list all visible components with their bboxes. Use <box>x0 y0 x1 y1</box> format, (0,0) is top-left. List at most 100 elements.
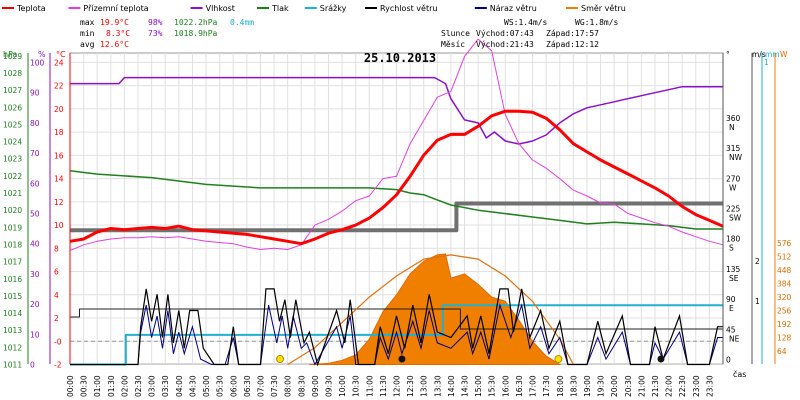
tick-label-hpa: 1024 <box>3 138 22 147</box>
tick-label-humidity: 90 <box>30 89 40 98</box>
tick-label-hpa: 1014 <box>3 309 22 318</box>
legend: Teplota Přízemní teplota Vlhkost Tlak Srážky… <box>2 4 626 13</box>
stat-min-pressure: 1018.9hPa <box>174 29 218 38</box>
tick-label-temperature: 2 <box>54 314 59 323</box>
tick-label-x: 18:30 <box>569 375 578 397</box>
tick-label-hpa: 1020 <box>3 206 22 215</box>
tick-label-x: 15:00 <box>474 375 483 397</box>
tick-label-hpa: 1022 <box>3 172 22 181</box>
tick-label-x: 08:00 <box>284 375 293 397</box>
tick-label-temperature: 18 <box>54 128 64 137</box>
tick-label-temperature: 6 <box>54 268 59 277</box>
tick-label-direction: 135 <box>726 265 741 274</box>
tick-label-hpa: 1012 <box>3 343 22 352</box>
tick-label-x: 22:30 <box>678 375 687 397</box>
tick-label-x: 04:00 <box>175 375 184 397</box>
legend-label: Přízemní teplota <box>83 4 148 13</box>
tick-label-solar: 256 <box>777 307 792 316</box>
tick-label-temperature: 16 <box>54 151 64 160</box>
tick-label-x: 13:30 <box>433 375 442 397</box>
tick-label-direction: 225 <box>726 205 741 214</box>
tick-label-x: 06:30 <box>243 375 252 397</box>
tick-label-x: 16:30 <box>515 375 524 397</box>
tick-label-temperature: -2 <box>54 361 62 370</box>
stat-avg-temp: 12.6°C <box>100 40 129 49</box>
stat-min-label: min <box>80 29 95 38</box>
tick-label-x: 00:30 <box>80 375 89 397</box>
tick-label-direction: 180 <box>726 235 741 244</box>
tick-label-hpa: 1019 <box>3 223 22 232</box>
tick-label-humidity: 100 <box>30 59 45 68</box>
axis-x-label: čas <box>733 369 746 379</box>
tick-label-x: 05:30 <box>216 375 225 397</box>
tick-label-x: 02:30 <box>134 375 143 397</box>
tick-label-x: 21:30 <box>651 375 660 397</box>
tick-label-x: 07:30 <box>270 375 279 397</box>
tick-label-hpa: 1026 <box>3 103 22 112</box>
sun-set: Západ:17:57 <box>546 29 599 38</box>
legend-label: Teplota <box>16 4 46 13</box>
tick-label-x: 09:30 <box>324 375 333 397</box>
tick-label-temperature: 10 <box>54 221 64 230</box>
tick-label-solar: 64 <box>777 347 787 356</box>
tick-label-x: 15:30 <box>488 375 497 397</box>
axis-direction-label: ° <box>726 50 730 59</box>
tick-label-temperature: 8 <box>54 244 59 253</box>
tick-label-humidity: 70 <box>30 149 40 158</box>
tick-label-solar: 512 <box>777 253 792 262</box>
tick-label-solar: 320 <box>777 293 792 302</box>
chart-title: 25.10.2013 <box>364 51 436 65</box>
series-ground-temperature <box>69 38 724 252</box>
tick-label-hpa: 1017 <box>3 258 22 267</box>
tick-label-x: 20:00 <box>610 375 619 397</box>
tick-label-hpa: 1029 <box>3 52 22 61</box>
tick-label-direction-compass: W <box>729 183 737 192</box>
tick-label-temperature: 24 <box>54 58 64 67</box>
info-panel: max 19.9°C 98% 1022.2hPa 0.4mm min 8.3°C 73% 101… <box>80 18 619 49</box>
moonrise-marker <box>657 355 665 363</box>
tick-label-x: 19:00 <box>583 375 592 397</box>
sunset-marker <box>554 355 563 363</box>
tick-label-x: 20:30 <box>624 375 633 397</box>
stat-max-pressure: 1022.2hPa <box>174 18 218 27</box>
tick-label-x: 12:30 <box>406 375 415 397</box>
tick-label-hpa: 1027 <box>3 86 22 95</box>
tick-label-hpa: 1021 <box>3 189 22 198</box>
tick-label-x: 14:00 <box>447 375 456 397</box>
tick-label-humidity: 40 <box>30 240 40 249</box>
tick-label-x: 01:00 <box>93 375 102 397</box>
tick-label-x: 10:30 <box>352 375 361 397</box>
axis-rain-label: mm <box>765 50 780 59</box>
stat-max-humidity: 98% <box>148 18 163 27</box>
sun-label: Slunce <box>441 29 470 38</box>
tick-label-x: 06:00 <box>229 375 238 397</box>
tick-label-x: 10:00 <box>338 375 347 397</box>
tick-label-direction: 270 <box>726 174 741 183</box>
legend-label: Náraz větru <box>490 4 537 13</box>
moonset-marker <box>398 355 406 363</box>
tick-label-temperature: -0 <box>54 337 62 346</box>
moon-label: Měsíc <box>441 40 465 49</box>
tick-label-x: 07:00 <box>256 375 265 397</box>
tick-label-direction: 315 <box>726 144 741 153</box>
tick-label-temperature: 14 <box>54 175 64 184</box>
tick-label-temperature: 12 <box>54 198 64 207</box>
tick-label-x: 11:30 <box>379 375 388 397</box>
tick-label-hpa: 1015 <box>3 292 22 301</box>
tick-label-hpa: 1016 <box>3 275 22 284</box>
tick-label-direction: 0 <box>726 356 731 365</box>
tick-label-wind: 2 <box>755 257 760 266</box>
axis-temperature-label: °C <box>56 50 66 59</box>
tick-label-humidity: 50 <box>30 210 40 219</box>
tick-label-x: 14:30 <box>461 375 470 397</box>
stat-min-temp: 8.3°C <box>106 29 130 38</box>
tick-label-x: 03:00 <box>148 375 157 397</box>
stat-min-humidity: 73% <box>148 29 163 38</box>
legend-label: Směr větru <box>581 4 626 13</box>
legend-label: Vlhkost <box>206 4 235 13</box>
tick-label-direction: 45 <box>726 325 736 334</box>
tick-label-x: 23:30 <box>705 375 714 397</box>
tick-label-x: 16:00 <box>501 375 510 397</box>
